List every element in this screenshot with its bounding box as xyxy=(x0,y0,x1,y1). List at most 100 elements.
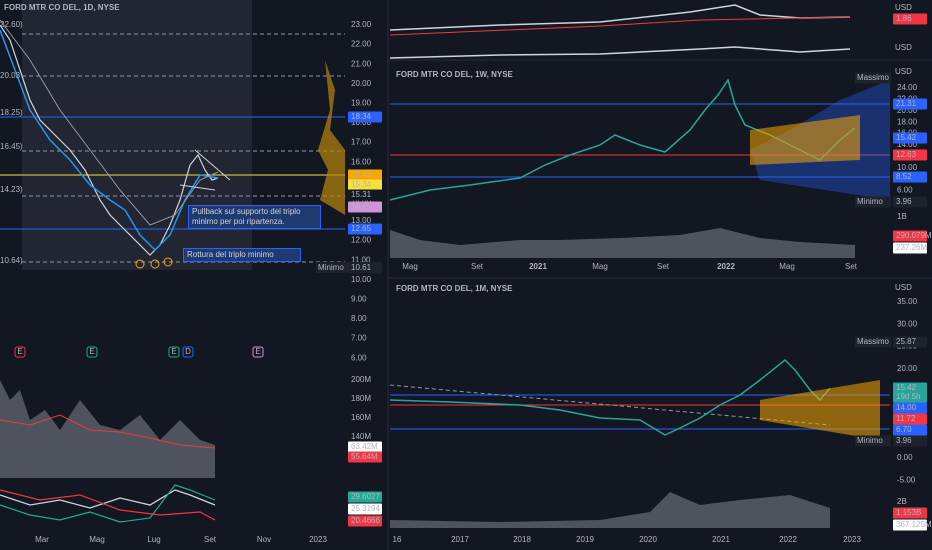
label: 2017 xyxy=(451,535,469,544)
label: 20.03 xyxy=(0,71,21,80)
label: 2023 xyxy=(309,535,327,544)
price-tag xyxy=(348,201,382,213)
label: 6.70 xyxy=(896,425,912,434)
price-tag xyxy=(893,132,927,144)
label: Massimo xyxy=(857,337,890,346)
label: 25.3194 xyxy=(351,504,380,513)
label: FORD MTR CO DEL, 1D, NYSE xyxy=(4,3,120,12)
price-tag xyxy=(893,424,927,436)
price-tag xyxy=(893,149,927,161)
indicator-line xyxy=(389,4,851,31)
dashed-levels xyxy=(22,33,345,263)
event-icon xyxy=(168,346,180,358)
label: 8.52 xyxy=(896,172,912,181)
price-tag xyxy=(893,391,927,403)
price-tag xyxy=(893,336,927,348)
label: USD xyxy=(895,283,912,292)
bottom-markers xyxy=(135,257,173,269)
label: 200M xyxy=(351,375,371,384)
label: 2022 xyxy=(779,535,797,544)
indicator-line xyxy=(389,46,851,59)
oscillator xyxy=(0,484,216,523)
price-tag xyxy=(855,72,891,84)
label: 15.42 xyxy=(351,170,372,179)
price-tag xyxy=(348,503,382,515)
label: Mag xyxy=(89,535,105,544)
label: 2021 xyxy=(712,535,730,544)
label: Massimo xyxy=(857,73,890,82)
label: 18.25) xyxy=(0,108,23,117)
label: 17.00 xyxy=(351,138,372,147)
label: 11.72 xyxy=(896,414,916,423)
label: 14.15 xyxy=(351,202,372,211)
label: 15.42 xyxy=(896,383,917,392)
label: 24.00 xyxy=(897,83,918,92)
price-tag xyxy=(348,491,382,503)
label: Set xyxy=(657,262,670,271)
label: Nov xyxy=(257,535,271,544)
label: 14.23) xyxy=(0,185,23,194)
label: Lug xyxy=(147,535,160,544)
label: 2022 xyxy=(717,262,735,271)
oscillator xyxy=(0,489,216,509)
label: 2B xyxy=(897,497,907,506)
price-tag xyxy=(348,515,382,527)
price-tag xyxy=(893,507,927,519)
label: 23.00 xyxy=(351,20,372,29)
price-tag xyxy=(348,111,382,123)
label: 21.31 xyxy=(896,99,917,108)
label: 22.00 xyxy=(351,40,372,49)
annotation: Rottura del triplo minimo xyxy=(183,248,301,262)
label: 367.125M xyxy=(896,520,932,529)
volume-bars xyxy=(390,492,830,528)
label: 140M xyxy=(351,432,371,441)
label: 16.45) xyxy=(0,142,23,151)
label: 18.00 xyxy=(897,117,918,126)
price-tag xyxy=(893,171,927,183)
label: 2018 xyxy=(513,535,531,544)
label: 11.00 xyxy=(351,255,371,264)
label: 6.00 xyxy=(351,353,367,362)
label: Minimo xyxy=(857,436,883,445)
label: 10.00 xyxy=(351,275,372,284)
label: 2020 xyxy=(639,535,657,544)
volume-profile xyxy=(318,60,345,215)
label: 14.00 xyxy=(897,140,918,149)
label: 20.00 xyxy=(897,364,918,373)
oscillator xyxy=(0,489,216,521)
price-tag xyxy=(348,169,382,181)
label: 12.65 xyxy=(351,224,372,233)
trendline xyxy=(389,384,831,426)
label: USD xyxy=(895,3,912,12)
label: 63.42M xyxy=(351,442,378,451)
label: 3.96 xyxy=(896,436,912,445)
event-icon xyxy=(86,346,98,358)
price-tag xyxy=(855,435,891,447)
label: 30.00 xyxy=(897,319,918,328)
label: 16.00 xyxy=(351,157,372,166)
label: 19d 5h xyxy=(896,392,920,401)
label: D xyxy=(185,347,191,356)
label: 180M xyxy=(351,394,371,403)
label: USD xyxy=(895,43,912,52)
volume-average xyxy=(0,414,216,449)
label: 20.4666 xyxy=(351,516,380,525)
label: 2023 xyxy=(843,535,861,544)
price-tag xyxy=(855,336,891,348)
label: 21.00 xyxy=(351,59,372,68)
label: E xyxy=(171,347,176,356)
label: 15.31 xyxy=(351,190,372,199)
price-tag xyxy=(893,196,927,208)
label: 10.64) xyxy=(0,256,23,265)
label: 9.00 xyxy=(351,295,367,304)
price-tag xyxy=(348,179,382,191)
volume-profile xyxy=(760,380,880,440)
label: 6.00 xyxy=(897,186,913,195)
label: 1B xyxy=(897,212,907,221)
label: 12.63 xyxy=(896,150,917,159)
price-tag xyxy=(893,242,927,254)
label: Mag xyxy=(779,262,795,271)
label: 19.00 xyxy=(351,99,372,108)
price-tag xyxy=(348,223,382,235)
label: 20.00 xyxy=(351,79,372,88)
